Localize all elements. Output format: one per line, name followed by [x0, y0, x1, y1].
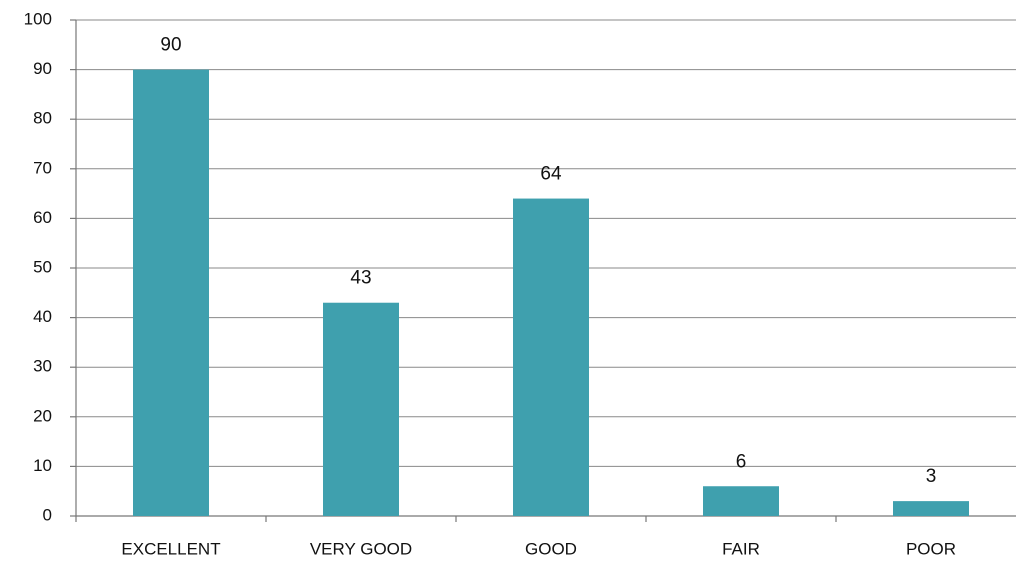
x-tick-label: GOOD [525, 539, 577, 558]
x-tick-label: VERY GOOD [310, 539, 412, 558]
bar [703, 486, 779, 516]
data-label: 6 [736, 451, 747, 472]
y-tick-label: 70 [33, 158, 52, 177]
x-tick-label: EXCELLENT [121, 539, 220, 558]
bar [893, 501, 969, 516]
y-tick-label: 100 [24, 9, 52, 28]
x-tick-label: FAIR [722, 539, 760, 558]
y-tick-label: 0 [43, 505, 52, 524]
bar [323, 302, 399, 516]
y-tick-label: 10 [33, 456, 52, 475]
data-label: 64 [540, 164, 562, 185]
y-tick-label: 90 [33, 59, 52, 78]
data-label: 3 [926, 466, 937, 487]
y-tick-label: 80 [33, 109, 52, 128]
bar [133, 69, 209, 516]
y-tick-label: 60 [33, 208, 52, 227]
data-label: 43 [350, 268, 371, 289]
y-tick-label: 20 [33, 406, 52, 425]
y-tick-label: 50 [33, 257, 52, 276]
y-tick-label: 40 [33, 307, 52, 326]
y-tick-label: 30 [33, 357, 52, 376]
bar [513, 198, 589, 516]
x-tick-label: POOR [906, 539, 956, 558]
data-label: 90 [160, 35, 181, 56]
